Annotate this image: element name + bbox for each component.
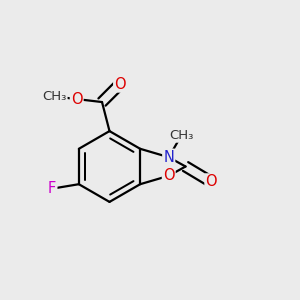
Text: O: O xyxy=(163,168,175,183)
Text: O: O xyxy=(114,76,126,92)
Text: N: N xyxy=(163,150,174,165)
Text: CH₃: CH₃ xyxy=(42,90,67,103)
Text: F: F xyxy=(48,181,56,196)
Text: O: O xyxy=(71,92,82,106)
Text: CH₃: CH₃ xyxy=(169,129,194,142)
Text: O: O xyxy=(206,174,217,189)
